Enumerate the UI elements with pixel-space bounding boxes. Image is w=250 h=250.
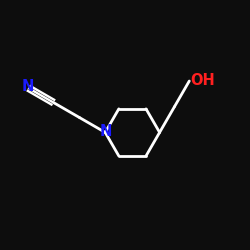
- Text: N: N: [100, 124, 112, 139]
- Text: OH: OH: [190, 73, 215, 88]
- Text: N: N: [21, 80, 34, 94]
